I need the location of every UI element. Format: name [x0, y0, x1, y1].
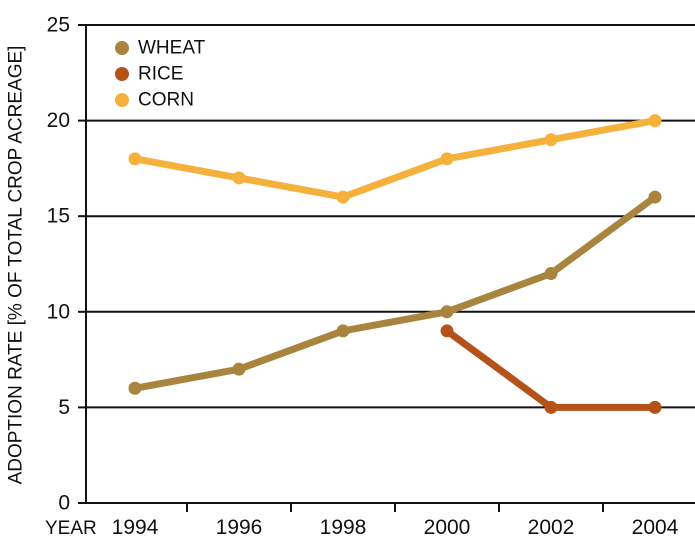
legend-label-corn: CORN — [138, 90, 194, 111]
data-point-rice — [648, 400, 662, 414]
x-tick-label: 2002 — [528, 516, 575, 539]
y-tick-label: 20 — [47, 109, 70, 132]
y-tick-label: 10 — [47, 300, 70, 323]
series-line-corn — [131, 117, 659, 201]
x-axis-title: YEAR — [45, 518, 97, 539]
legend: WHEAT RICE CORN — [115, 38, 206, 111]
data-point-corn — [440, 152, 454, 166]
legend-marker-corn — [115, 93, 129, 107]
y-axis-ticks: 0 5 10 15 20 25 — [47, 14, 86, 515]
x-axis-ticks: 1994 1996 1998 2000 2002 2004 — [112, 503, 679, 539]
legend-label-wheat: WHEAT — [138, 38, 206, 59]
series-wheat — [128, 190, 662, 395]
x-tick-label: 1994 — [112, 516, 159, 539]
x-tick-label: 2004 — [632, 516, 679, 539]
data-point-corn — [128, 152, 142, 166]
series-layer — [128, 114, 662, 414]
data-point-wheat — [648, 190, 662, 204]
x-tick-label: 1996 — [216, 516, 263, 539]
y-tick-label: 5 — [58, 396, 70, 419]
data-point-corn — [648, 114, 662, 128]
y-tick-label: 15 — [47, 205, 70, 228]
data-point-wheat — [128, 381, 142, 395]
data-point-corn — [544, 133, 558, 147]
data-point-wheat — [232, 362, 246, 376]
y-tick-label: 25 — [47, 14, 70, 37]
series-rice — [440, 324, 662, 414]
legend-marker-rice — [115, 67, 129, 81]
series-line-wheat — [131, 193, 659, 392]
series-corn — [128, 114, 662, 204]
data-point-wheat — [336, 324, 350, 338]
data-point-wheat — [544, 267, 558, 281]
data-point-corn — [336, 190, 350, 204]
data-point-rice — [440, 324, 454, 338]
y-axis-title: ADOPTION RATE [% OF TOTAL CROP ACREAGE] — [6, 46, 27, 485]
x-tick-label: 2000 — [424, 516, 471, 539]
data-point-wheat — [440, 305, 454, 319]
legend-label-rice: RICE — [138, 64, 183, 85]
series-line-rice — [443, 327, 659, 411]
x-tick-label: 1998 — [320, 516, 367, 539]
y-tick-label: 0 — [58, 492, 70, 515]
data-point-corn — [232, 171, 246, 185]
data-point-rice — [544, 400, 558, 414]
legend-marker-wheat — [115, 41, 129, 55]
